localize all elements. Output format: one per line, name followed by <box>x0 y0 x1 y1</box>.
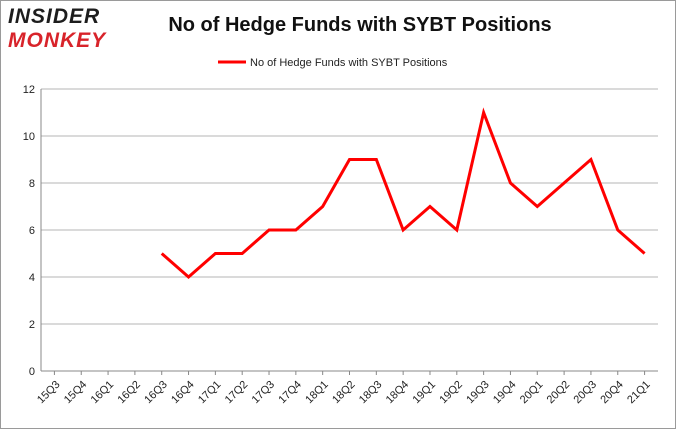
x-tick-label: 18Q2 <box>330 379 358 407</box>
x-tick-label: 19Q4 <box>491 379 519 407</box>
x-tick-label: 16Q1 <box>89 379 117 407</box>
x-tick-label: 19Q3 <box>464 379 492 407</box>
insider-monkey-logo: INSIDER MONKEY <box>8 6 128 56</box>
series-line-0 <box>160 107 646 279</box>
chart-title: No of Hedge Funds with SYBT Positions <box>168 14 552 36</box>
y-tick-label: 10 <box>23 131 35 143</box>
x-tick-label: 18Q1 <box>303 379 331 407</box>
x-tick-label: 17Q2 <box>223 379 251 407</box>
series-lines <box>160 107 646 279</box>
x-tick-label: 20Q2 <box>545 379 573 407</box>
y-tick-label: 4 <box>29 272 35 284</box>
x-tick-label: 17Q4 <box>276 379 304 407</box>
legend: No of Hedge Funds with SYBT Positions <box>218 57 448 69</box>
axes <box>40 89 658 375</box>
legend-label: No of Hedge Funds with SYBT Positions <box>250 57 448 69</box>
x-tick-label: 19Q2 <box>437 379 465 407</box>
x-tick-label: 20Q1 <box>518 379 546 407</box>
x-tick-label: 16Q4 <box>169 379 197 407</box>
x-tick-labels: 15Q3 15Q4 16Q1 16Q2 16Q3 16Q4 17Q1 17Q2 17Q3 17Q4… <box>35 379 653 407</box>
x-tick-label: 17Q1 <box>196 379 224 407</box>
y-tick-labels: 0 2 4 6 8 10 12 <box>23 84 35 378</box>
x-tick-label: 15Q3 <box>35 379 63 407</box>
x-tick-label: 18Q3 <box>357 379 385 407</box>
x-tick-label: 20Q3 <box>572 379 600 407</box>
x-tick-label: 18Q4 <box>384 379 412 407</box>
x-tick-label: 19Q1 <box>411 379 439 407</box>
logo-bottom-text: MONKEY <box>8 29 107 52</box>
x-tick-label: 15Q4 <box>62 379 90 407</box>
x-tick-label: 16Q3 <box>142 379 170 407</box>
x-tick-label: 16Q2 <box>115 379 143 407</box>
x-tick-label: 21Q1 <box>625 379 653 407</box>
x-tick-label: 17Q3 <box>250 379 278 407</box>
logo-top-text: INSIDER <box>8 5 101 28</box>
grid-lines <box>41 88 658 325</box>
y-tick-label: 12 <box>23 84 35 96</box>
y-tick-label: 6 <box>29 225 35 237</box>
x-tick-label: 20Q4 <box>598 379 626 407</box>
y-tick-label: 8 <box>29 178 35 190</box>
y-tick-label: 0 <box>29 366 35 378</box>
y-tick-label: 2 <box>29 319 35 331</box>
